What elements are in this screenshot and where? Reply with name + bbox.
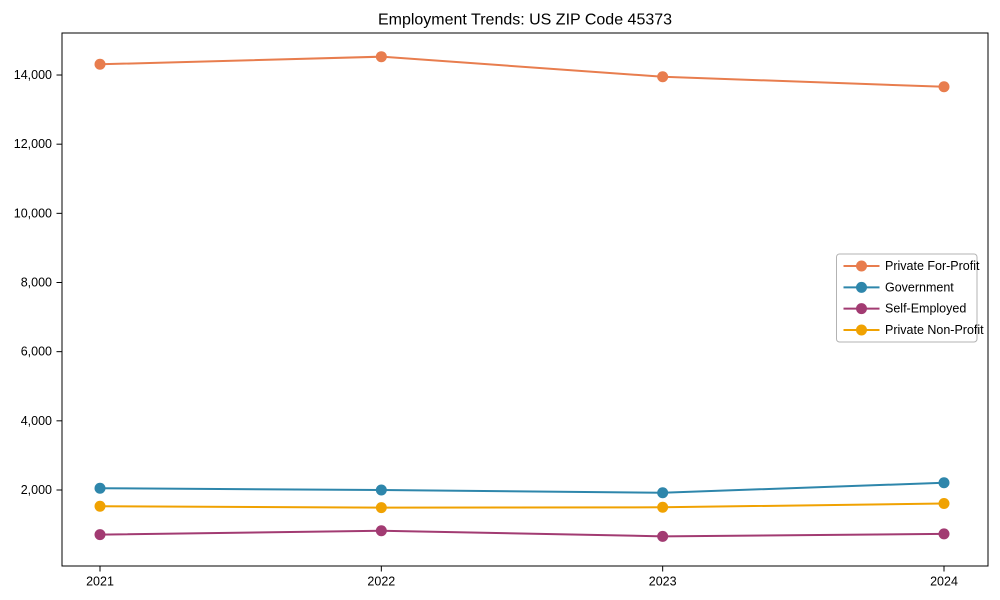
series-line-self-employed <box>99 529 945 538</box>
data-point-government-2021 <box>94 482 106 494</box>
data-point-private-for-profit-2023 <box>657 71 669 83</box>
legend-label-private-for-profit: Private For-Profit <box>885 259 980 273</box>
series-line-government <box>99 481 945 494</box>
legend-marker-private-non-profit <box>856 324 867 336</box>
data-point-government-2022 <box>375 484 387 496</box>
data-point-self-employed-2024 <box>938 528 950 540</box>
y-tick-label: 14,000 <box>14 68 52 82</box>
data-point-government-2024 <box>938 477 950 489</box>
plot-area-border <box>61 32 989 567</box>
chart-title: Employment Trends: US ZIP Code 45373 <box>378 12 672 29</box>
legend-marker-private-for-profit <box>856 260 867 272</box>
legend-marker-government <box>856 281 867 293</box>
legend-label-government: Government <box>885 280 954 294</box>
legend-label-self-employed: Self-Employed <box>885 302 966 316</box>
data-point-self-employed-2022 <box>375 525 387 537</box>
y-tick-label: 4,000 <box>21 414 52 428</box>
data-point-private-for-profit-2021 <box>94 58 106 70</box>
data-point-private-non-profit-2022 <box>375 502 387 514</box>
y-tick-label: 2,000 <box>21 483 52 497</box>
data-point-private-for-profit-2024 <box>938 81 950 93</box>
y-tick-label: 6,000 <box>21 345 52 359</box>
y-tick-label: 10,000 <box>14 206 52 220</box>
legend-marker-self-employed <box>856 303 867 315</box>
data-point-private-non-profit-2023 <box>657 501 669 513</box>
data-point-self-employed-2023 <box>657 530 669 542</box>
x-tick-label: 2022 <box>367 575 395 589</box>
x-tick-label: 2021 <box>86 575 114 589</box>
y-tick-label: 8,000 <box>21 276 52 290</box>
data-point-private-for-profit-2022 <box>375 51 387 63</box>
x-tick-label: 2024 <box>930 575 958 589</box>
legend-box <box>836 253 978 343</box>
data-point-private-non-profit-2021 <box>94 500 106 512</box>
x-tick-label: 2023 <box>649 575 677 589</box>
series-line-private-non-profit <box>99 502 945 509</box>
data-point-government-2023 <box>657 487 669 499</box>
series-line-private-for-profit <box>99 55 945 88</box>
data-point-self-employed-2021 <box>94 529 106 541</box>
y-tick-label: 12,000 <box>14 137 52 151</box>
legend-label-private-non-profit: Private Non-Profit <box>885 323 984 337</box>
data-point-private-non-profit-2024 <box>938 497 950 509</box>
